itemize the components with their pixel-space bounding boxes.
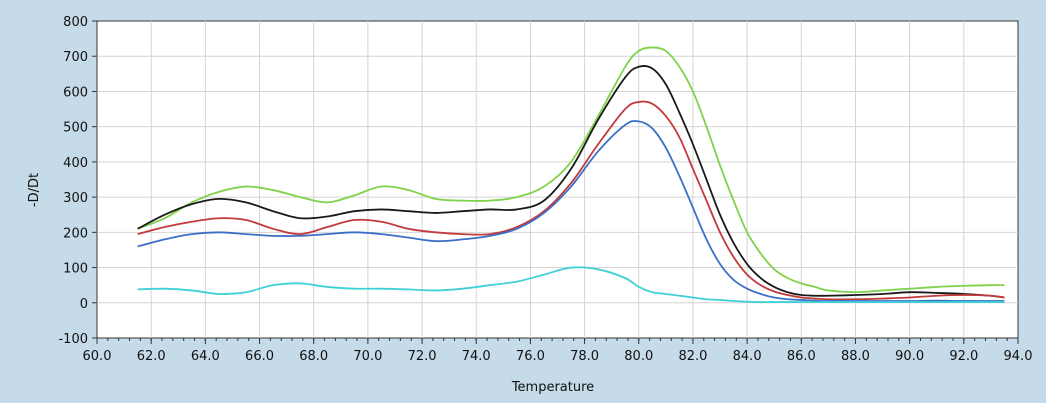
series-line-5	[137, 266, 1005, 303]
x-tick-label: 86.0	[787, 349, 816, 364]
axes: 60.0 62.0 64.0 66.0 68.0 70.0 72.0 74.0 76.0 78.0…	[58, 15, 1032, 364]
y-axis-title: -D/Dt	[27, 173, 42, 207]
x-axis-title: Temperature	[511, 380, 594, 395]
y-tick-label: 400	[63, 156, 88, 171]
series-line-2	[137, 65, 1005, 299]
x-tick-label: 66.0	[245, 349, 274, 364]
x-tick-label: 94.0	[1004, 349, 1033, 364]
x-tick-label: 64.0	[191, 349, 220, 364]
x-tick-label: 62.0	[137, 349, 166, 364]
x-tick-label: 82.0	[678, 349, 707, 364]
x-tick-label: 92.0	[949, 349, 978, 364]
series-line-3	[137, 100, 1005, 301]
x-tick-label: 72.0	[408, 349, 437, 364]
x-tick-label: 60.0	[83, 349, 112, 364]
y-tick-label: 800	[63, 15, 88, 30]
x-tick-label: 70.0	[353, 349, 382, 364]
y-tick-label: 0	[80, 297, 88, 312]
series-line-4	[137, 120, 1005, 302]
series-layer	[137, 46, 1005, 303]
x-tick-label: 74.0	[462, 349, 491, 364]
x-tick-label: 84.0	[733, 349, 762, 364]
y-tick-label: -100	[58, 332, 88, 347]
plot-area	[96, 20, 1019, 339]
y-tick-label: 100	[63, 262, 88, 277]
x-tick-label: 78.0	[570, 349, 599, 364]
x-tick-label: 88.0	[841, 349, 870, 364]
x-tick-label: 76.0	[516, 349, 545, 364]
x-tick-label: 80.0	[624, 349, 653, 364]
x-tick-label: 90.0	[895, 349, 924, 364]
grid	[97, 21, 1018, 338]
y-tick-label: 200	[63, 226, 88, 241]
series-line-1	[137, 46, 1005, 294]
x-tick-label: 68.0	[299, 349, 328, 364]
y-tick-label: 600	[63, 85, 88, 100]
y-tick-label: 700	[63, 50, 88, 65]
y-tick-label: 500	[63, 121, 88, 136]
y-tick-label: 300	[63, 191, 88, 206]
